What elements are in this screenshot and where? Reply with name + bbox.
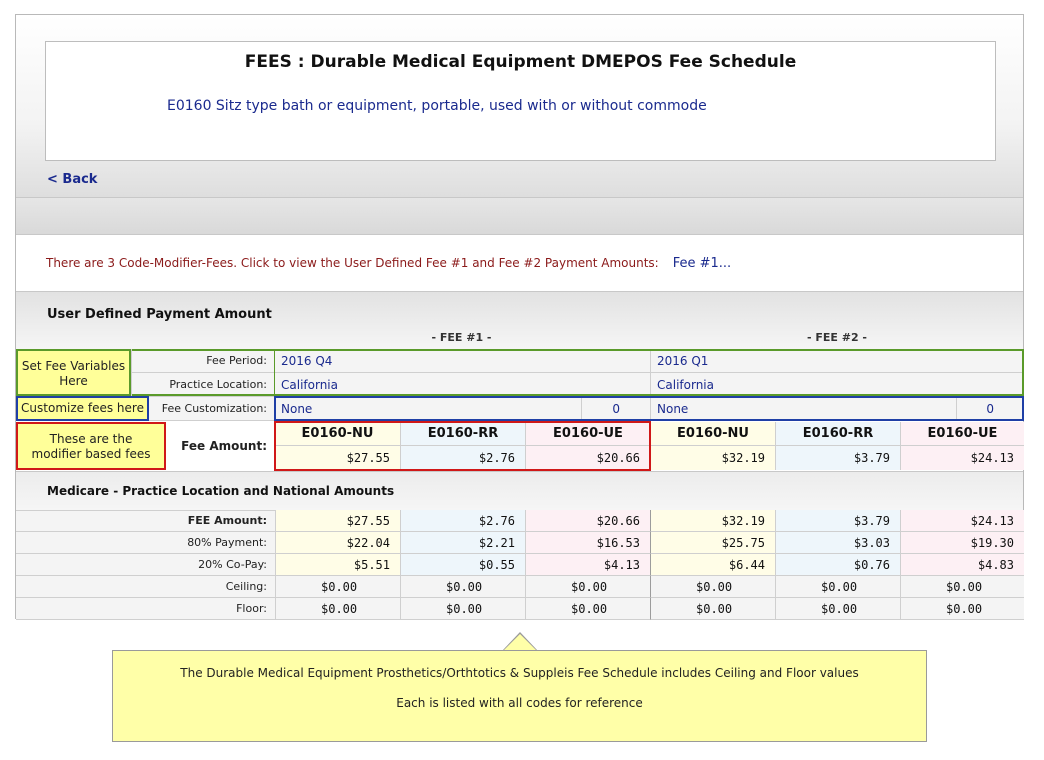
fee1-link[interactable]: Fee #1...	[672, 256, 732, 271]
medicare-title: Medicare - Practice Location and Nationa…	[47, 484, 395, 498]
medicare-value-cell: $3.79	[775, 510, 900, 532]
medicare-value-cell: $0.00	[775, 576, 900, 598]
medicare-value-cell: $0.00	[525, 576, 650, 598]
fee2-header: - FEE #2 -	[806, 331, 868, 344]
medicare-value-cell: $0.00	[900, 598, 1024, 620]
fee1-period-select[interactable]: 2016 Q4	[281, 354, 333, 368]
fee-amount-cell: $2.76	[400, 446, 525, 470]
fee1-header: - FEE #1 -	[431, 331, 492, 344]
medicare-value-cell: $25.75	[650, 532, 775, 554]
medicare-value-cell: $0.00	[275, 576, 400, 598]
fee-amount-cell: $32.19	[650, 446, 775, 470]
fee-period-label: Fee Period:	[206, 354, 267, 367]
code-header: E0160-NU	[650, 422, 775, 446]
medicare-row-label: 80% Payment:	[187, 536, 267, 549]
medicare-value-cell: $24.13	[900, 510, 1024, 532]
medicare-value-cell: $0.00	[400, 576, 525, 598]
code-modifier-notice: There are 3 Code-Modifier-Fees. Click to…	[46, 256, 731, 271]
medicare-row-label: Floor:	[236, 602, 267, 615]
code-description: E0160 Sitz type bath or equipment, porta…	[167, 98, 707, 114]
medicare-value-cell: $0.00	[775, 598, 900, 620]
toolbar-band	[16, 197, 1023, 235]
medicare-value-cell: $0.00	[650, 576, 775, 598]
medicare-value-cell: $4.13	[525, 554, 650, 576]
code-header: E0160-RR	[775, 422, 900, 446]
practice-location-label: Practice Location:	[169, 378, 267, 391]
fee2-customization-value[interactable]: 0	[956, 397, 1024, 421]
fee-period-row	[16, 349, 1024, 373]
medicare-value-cell: $19.30	[900, 532, 1024, 554]
fee-amount-cell: $3.79	[775, 446, 900, 470]
medicare-value-cell: $2.21	[400, 532, 525, 554]
medicare-value-cell: $0.00	[400, 598, 525, 620]
fee2-customization-select[interactable]: None	[650, 397, 956, 421]
medicare-value-cell: $2.76	[400, 510, 525, 532]
modifier-callout: These are the modifier based fees	[16, 422, 166, 470]
fee-amount-label: Fee Amount:	[181, 439, 267, 453]
code-header: E0160-RR	[400, 422, 525, 446]
medicare-row-label: 20% Co-Pay:	[198, 558, 267, 571]
medicare-row-label: Ceiling:	[225, 580, 267, 593]
medicare-value-cell: $0.00	[525, 598, 650, 620]
medicare-value-cell: $22.04	[275, 532, 400, 554]
notice-text: There are 3 Code-Modifier-Fees. Click to…	[46, 256, 659, 270]
medicare-value-cell: $5.51	[275, 554, 400, 576]
grid-line	[131, 349, 132, 396]
page-title: FEES : Durable Medical Equipment DMEPOS …	[244, 52, 797, 72]
medicare-row-label: FEE Amount:	[187, 514, 267, 527]
medicare-value-cell: $0.00	[650, 598, 775, 620]
medicare-value-cell: $6.44	[650, 554, 775, 576]
code-header: E0160-NU	[275, 422, 400, 446]
medicare-value-cell: $3.03	[775, 532, 900, 554]
note-pointer	[503, 634, 537, 651]
bottom-note-line1: The Durable Medical Equipment Prosthetic…	[180, 666, 859, 680]
medicare-value-cell: $32.19	[650, 510, 775, 532]
medicare-value-cell: $4.83	[900, 554, 1024, 576]
set-fee-callout: Set Fee Variables Here	[16, 349, 131, 396]
fee1-customization-value[interactable]: 0	[581, 397, 650, 421]
medicare-value-cell: $20.66	[525, 510, 650, 532]
medicare-value-cell: $16.53	[525, 532, 650, 554]
fee-amount-cell: $20.66	[525, 446, 650, 470]
fee2-location-select[interactable]: California	[650, 373, 1024, 397]
medicare-value-cell: $0.55	[400, 554, 525, 576]
fee1-location-select[interactable]: California	[281, 378, 338, 392]
customization-highlight	[274, 396, 1024, 421]
medicare-value-cell: $0.00	[900, 576, 1024, 598]
code-header: E0160-UE	[900, 422, 1024, 446]
fee-amount-cell: $24.13	[900, 446, 1024, 470]
fee-amount-cell: $27.55	[275, 446, 400, 470]
medicare-value-cell: $0.76	[775, 554, 900, 576]
medicare-value-cell: $0.00	[275, 598, 400, 620]
fee1-customization-select[interactable]: None	[281, 402, 313, 416]
fee2-period-select[interactable]: 2016 Q1	[650, 349, 1024, 373]
fee1-amount-highlight	[274, 421, 651, 471]
bottom-note-line2: Each is listed with all codes for refere…	[396, 696, 643, 710]
user-defined-section-header	[16, 291, 1023, 351]
title-box: FEES : Durable Medical Equipment DMEPOS …	[45, 41, 996, 161]
medicare-value-cell: $27.55	[275, 510, 400, 532]
code-header: E0160-UE	[525, 422, 650, 446]
customize-callout: Customize fees here	[16, 396, 149, 421]
user-defined-title: User Defined Payment Amount	[47, 307, 272, 322]
bottom-note: The Durable Medical Equipment Prosthetic…	[112, 650, 927, 742]
back-link[interactable]: < Back	[47, 172, 98, 187]
fee-variables-highlight	[16, 349, 1024, 396]
grid-line	[274, 349, 275, 396]
fee-schedule-panel: FEES : Durable Medical Equipment DMEPOS …	[15, 14, 1024, 620]
fee-customization-label: Fee Customization:	[161, 402, 267, 415]
